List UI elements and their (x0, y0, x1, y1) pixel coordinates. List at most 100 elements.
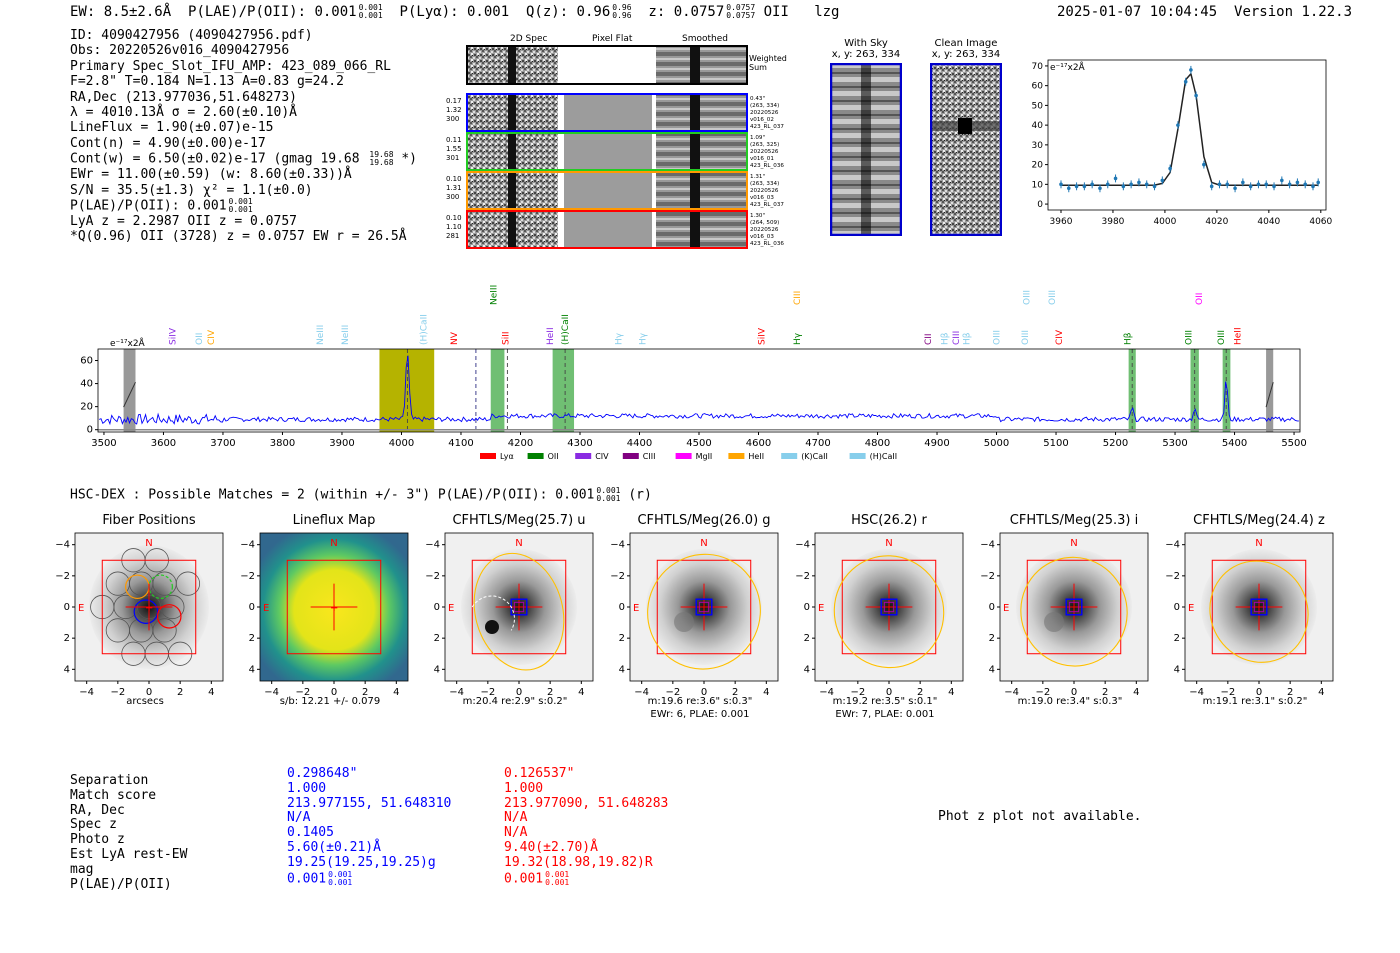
fiber-row-meta: 20220526 (750, 227, 779, 233)
svg-text:+: + (145, 603, 153, 614)
fiber-row-meta: 1.30" (750, 213, 765, 219)
panel-ytick: −4 (795, 540, 810, 551)
panel-ytick: −4 (240, 540, 255, 551)
north-label: N (330, 538, 337, 549)
panel-caption: m:19.0 re:3.4" s:0.3" (1017, 696, 1123, 707)
match-value: 213.977090, 51.648283 (504, 795, 669, 811)
spectrum-line-id: OII (195, 333, 205, 345)
panel-title: Fiber Positions (102, 513, 196, 528)
panel-ytick: −2 (55, 571, 70, 582)
spec-cutouts: 2D Spec Pixel Flat Smoothed Weighted Sum… (446, 34, 787, 249)
match-value: 19.32(18.98,19.82)R (504, 854, 653, 870)
info-plae: P(LAE)/P(OII): 0.001 0.001 0.001 (70, 197, 253, 215)
match-value: 1.000 (287, 780, 327, 796)
spectrum-line-id: OIII (1185, 330, 1195, 345)
fiber-row-meta: 20220526 (750, 149, 779, 155)
panel-title: CFHTLS/Meg(26.0) g (637, 513, 771, 528)
fiber-row-stat: 1.32 (446, 106, 462, 114)
image-panel: N E −4 4 −2 2 0 0 2 −2 4 −4 (1165, 532, 1334, 698)
col-flat: Pixel Flat (592, 34, 633, 44)
hsc-matches-line: HSC-DEX : Possible Matches = 2 (within +… (70, 486, 652, 503)
info-line: Primary Spec_Slot_IFU_AMP: 423_089_066_R… (70, 58, 391, 74)
panel-title: Lineflux Map (292, 513, 376, 528)
weighted-sum-label: Weighted (749, 54, 787, 63)
spectrum-masked-region (123, 349, 136, 432)
zoom-data-point (1098, 186, 1102, 191)
spectrum-line-id: Hβ (941, 332, 951, 345)
zoom-data-point (1233, 186, 1237, 191)
east-label: E (633, 603, 639, 614)
info-line: F=2.8" T=0.184 N=1.13 A=0.83 g=24.2 (70, 74, 344, 90)
spectrum-line-id: OIII (1021, 330, 1031, 345)
panel-xtick: −4 (79, 687, 94, 698)
search-box (101, 559, 197, 655)
spectrum-xtick: 5100 (1043, 438, 1068, 449)
info-line: *Q(0.96) OII (3728) z = 0.0757 EW r = 26… (70, 229, 407, 245)
legend-label: CIV (595, 452, 609, 461)
match-value: 9.40(±2.70)Å (504, 839, 598, 855)
zoom-data-point (1176, 123, 1180, 127)
match-row-label: Spec z (70, 817, 117, 833)
zoom-data-point (1303, 182, 1308, 187)
info-contw: Cont(w) = 6.50(±0.02)e-17 (gmag 19.68 19… (70, 150, 417, 168)
info-line: Cont(n) = 4.90(±0.00)e-17 (70, 135, 266, 151)
fiber-row-meta: v016_03 (750, 234, 774, 240)
info-line: LineFlux = 1.90(±0.07)e-15 (70, 120, 274, 136)
fiber-row-stat: 0.17 (446, 97, 462, 105)
image-panel: + N E −4 4 −2 2 0 0 2 −2 4 −4 (55, 532, 224, 698)
zoom-ytick: 20 (1032, 161, 1044, 171)
info-line: EWr = 11.00(±0.59) (w: 8.60(±0.33))Å (70, 167, 352, 183)
svg-text:+: + (330, 603, 338, 614)
panel-xtick: 2 (1102, 687, 1108, 698)
fiber-row-stat: 300 (446, 115, 459, 123)
zoom-xtick: 4040 (1257, 217, 1280, 227)
header-ew: EW: 8.5±2.6Å P(LAE)/P(OII): 0.001 0.001 0.… (70, 3, 840, 21)
spectrum-xtick: 4200 (508, 438, 533, 449)
panel-xtick: −4 (819, 687, 834, 698)
fiber-row-stat: 281 (446, 232, 459, 240)
info-line: λ = 4010.13Å σ = 2.60(±0.10)Å (70, 105, 297, 121)
panel-xtick: 2 (732, 687, 738, 698)
panel-caption-2: EWr: 7, PLAE: 0.001 (835, 709, 935, 720)
zoom-xtick: 3980 (1102, 217, 1125, 227)
fiber-row-meta: v016_01 (750, 156, 774, 162)
zoom-data-point (1295, 180, 1300, 185)
panel-ytick: 4 (1174, 664, 1180, 675)
spectrum-xtick: 5200 (1103, 438, 1128, 449)
spectrum-xtick: 3900 (329, 438, 354, 449)
panel-ytick: −4 (55, 540, 70, 551)
spectrum-xtick: 4100 (448, 438, 473, 449)
spectrum-line-id: HeII (546, 327, 556, 345)
panel-xtick: −2 (110, 687, 125, 698)
zoom-axes (1047, 59, 1327, 211)
zoom-data-point (1059, 182, 1063, 187)
panel-xtick: −4 (1004, 687, 1019, 698)
spectrum-line-id: Hγ (615, 332, 625, 345)
spectrum-line-id: OIII (1217, 330, 1227, 345)
fiber-row-meta: 423_RL_037 (750, 124, 784, 130)
panel-xtick: −2 (295, 687, 310, 698)
panel-ytick: 0 (804, 602, 810, 613)
panel-xtick: 2 (177, 687, 183, 698)
spectrum-line-id: (H)CaII (561, 314, 571, 345)
panel-caption: m:19.6 re:3.6" s:0.3" (647, 696, 753, 707)
panel-xtick: −2 (850, 687, 865, 698)
zoom-ytick: 70 (1032, 62, 1044, 72)
panel-xtick: 2 (362, 687, 368, 698)
spectrum-ytick: 0 (87, 425, 93, 436)
spectrum-line-id: NeIII (316, 325, 326, 345)
panel-xtick: 0 (1256, 687, 1262, 698)
zoom-data-point (1074, 184, 1079, 189)
match-value: 213.977155, 51.648310 (287, 795, 452, 811)
zoom-data-point (1264, 182, 1269, 187)
panel-ytick: −4 (425, 540, 440, 551)
spectrum-line-window (1190, 349, 1199, 432)
spectrum-line-id: OIII (1022, 290, 1032, 305)
aperture-ellipse (833, 555, 945, 669)
spectrum-line-window (1222, 349, 1231, 432)
spectrum-line-id: Hγ (793, 332, 803, 345)
zoom-data-point (1287, 182, 1292, 187)
legend-swatch (527, 453, 544, 459)
